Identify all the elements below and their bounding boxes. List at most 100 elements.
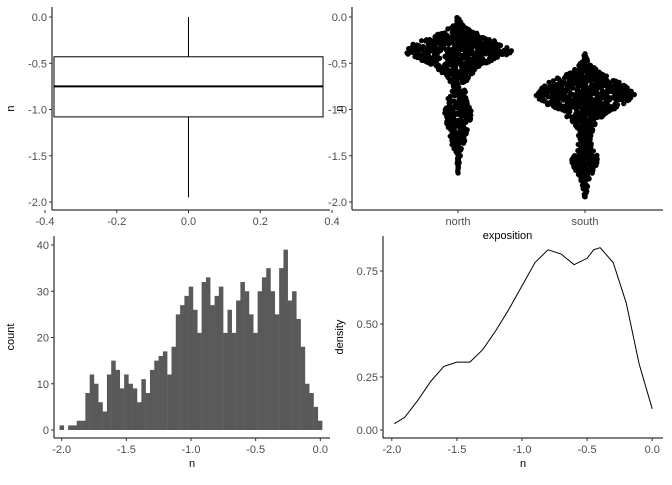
histogram-bar [132, 388, 138, 430]
histogram-bar [145, 393, 151, 430]
histogram-bar [257, 291, 263, 430]
y-tick-label: 0.50 [357, 319, 378, 331]
x-tick-label: -0.4 [36, 216, 55, 228]
histogram-bar [223, 332, 228, 430]
y-tick-label: -1.0 [28, 105, 47, 117]
swarm-point [546, 101, 552, 107]
x-tick-label: north [445, 216, 470, 228]
histogram-bar [188, 286, 194, 430]
x-tick-label: -0.5 [578, 444, 597, 456]
histogram-bar [98, 402, 103, 430]
swarm-point [614, 97, 620, 103]
histogram-bar [59, 425, 65, 430]
swarm-point [468, 71, 474, 77]
x-tick-label: south [572, 216, 599, 228]
swarm-point [445, 74, 451, 81]
y-tick-label: 0.00 [357, 425, 378, 437]
swarm-point [620, 96, 627, 102]
swarm-point [485, 59, 492, 65]
histogram-bar [85, 393, 90, 430]
y-tick-label: 0.25 [357, 372, 378, 384]
x-tick-label: -0.5 [246, 444, 265, 456]
swarm-point [460, 140, 467, 146]
histogram-bar [227, 309, 232, 430]
y-tick-label: 20 [37, 333, 49, 345]
x-tick-label: -0.2 [107, 216, 126, 228]
histogram-bar [72, 425, 77, 430]
histogram-bar [184, 295, 189, 430]
y-tick-label: 10 [37, 379, 49, 391]
histogram-bar [175, 314, 181, 430]
swarm-point [483, 51, 489, 57]
histogram-bar [115, 369, 121, 430]
y-tick-label: 0.0 [32, 12, 47, 24]
swarm-point [415, 55, 421, 61]
swarm-point [584, 183, 591, 190]
swarm-point [418, 38, 425, 44]
histogram-bar [236, 300, 241, 430]
swarm-point [570, 81, 576, 87]
swarm-point [568, 104, 574, 110]
swarm-point [562, 74, 568, 80]
swarm-point [497, 42, 504, 49]
y-tick-label: -2.0 [28, 197, 47, 209]
histogram-bar [309, 393, 314, 430]
histogram-bar [197, 332, 202, 430]
x-tick-label: -1.5 [117, 444, 136, 456]
histogram-bar [210, 305, 215, 430]
y-tick-label: -2.0 [328, 197, 347, 209]
histogram-bars [59, 249, 323, 430]
histogram-bar [81, 420, 86, 430]
x-axis-title: exposition [483, 230, 533, 242]
histogram-bar [180, 305, 185, 430]
histogram-bar [274, 314, 280, 430]
x-tick-label: -1.0 [513, 444, 532, 456]
histogram-bar [154, 360, 159, 430]
x-tick-label: -1.0 [182, 444, 201, 456]
swarm-point [503, 52, 510, 58]
swarm-point [573, 167, 579, 173]
beeswarm-panel: -2.0 -1.5 -1.0 -0.5 0.0 exposition n north south [328, 7, 663, 242]
histogram-bar [124, 374, 129, 430]
swarm-north [404, 15, 515, 176]
histogram-bar [162, 351, 168, 430]
histogram-bar [266, 268, 271, 430]
histogram-bar [270, 291, 276, 430]
histogram-bar [89, 374, 95, 430]
y-axis-title: n [334, 105, 346, 111]
histogram-bar [214, 295, 220, 430]
swarm-point [445, 26, 451, 32]
histogram-bar [171, 346, 177, 430]
histogram-bar [218, 286, 224, 430]
swarm-south [533, 51, 637, 200]
swarm-point [541, 98, 547, 104]
y-tick-label: -1.5 [28, 151, 47, 163]
swarm-point [450, 72, 456, 78]
x-tick-label: 0.0 [645, 444, 660, 456]
y-axis-title: count [5, 324, 17, 351]
histogram-bar [201, 282, 207, 430]
histogram-bar [304, 383, 310, 430]
x-tick-label: -1.5 [447, 444, 466, 456]
swarm-point [424, 59, 430, 65]
y-tick-label: -1.5 [328, 151, 347, 163]
histogram-bar [76, 420, 82, 430]
swarm-point [405, 51, 411, 57]
swarm-point [624, 98, 631, 104]
histogram-bar [149, 369, 155, 430]
histogram-bar [102, 411, 108, 430]
histogram-bar [296, 319, 301, 430]
swarm-point [499, 51, 505, 57]
swarm-point [461, 55, 467, 61]
histogram-bar [167, 374, 172, 430]
x-axis-title: n [189, 458, 195, 470]
swarm-point [467, 117, 473, 123]
histogram-bar [313, 406, 319, 430]
swarm-point [589, 170, 595, 176]
x-axis-title: n [520, 458, 526, 470]
swarm-point [446, 41, 452, 47]
swarm-point [562, 108, 568, 114]
x-tick-label: -2.0 [382, 444, 401, 456]
swarm-point [570, 85, 576, 91]
